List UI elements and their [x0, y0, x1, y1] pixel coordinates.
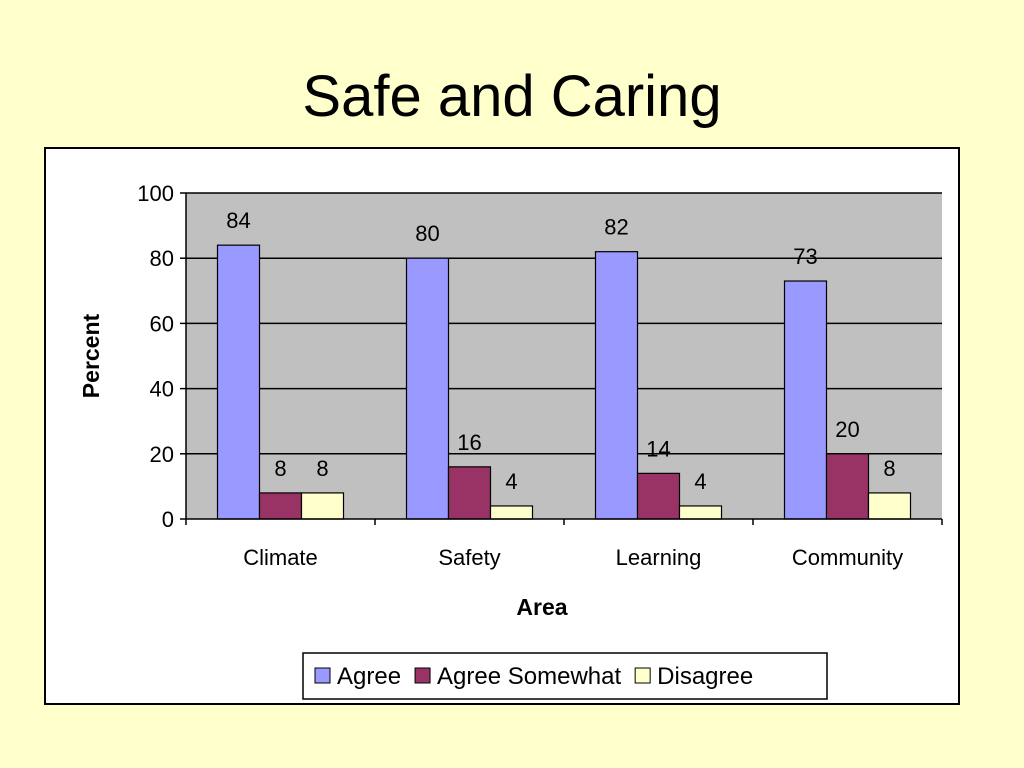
- chart-frame: 84 8 8 80 16 4 82 14 4 73 20 8 0 20 40 60 80 100 Climate…: [44, 147, 960, 705]
- legend-label: Agree Somewhat: [437, 663, 621, 690]
- bar: [825, 453, 870, 520]
- bar: [678, 505, 723, 520]
- x-tick-label: Community: [792, 545, 903, 570]
- legend-swatch: [634, 667, 651, 684]
- legend-label: Agree: [337, 663, 401, 690]
- y-tick-label: 20: [150, 442, 174, 467]
- bar: [867, 492, 912, 520]
- y-tick-label: 0: [162, 507, 174, 532]
- data-label: 8: [883, 456, 895, 481]
- data-label: 8: [274, 456, 286, 481]
- legend-label: Disagree: [657, 663, 753, 690]
- bar: [300, 492, 345, 520]
- bar: [447, 466, 492, 520]
- y-tick-label: 60: [150, 311, 174, 336]
- x-tick-labels: Climate Safety Learning Community: [243, 545, 903, 570]
- bar-chart: 84 8 8 80 16 4 82 14 4 73 20 8 0 20 40 60 80 100 Climate…: [78, 181, 943, 700]
- legend-swatch: [414, 667, 431, 684]
- x-tick-label: Learning: [616, 545, 702, 570]
- bar: [783, 280, 828, 520]
- data-label: 14: [646, 436, 670, 461]
- x-tick-label: Climate: [243, 545, 318, 570]
- x-tick-label: Safety: [438, 545, 500, 570]
- bar: [594, 251, 639, 520]
- bar: [258, 492, 303, 520]
- bars: [216, 244, 912, 520]
- data-labels: 84 8 8 80 16 4 82 14 4 73 20 8: [226, 208, 895, 494]
- y-tick-label: 80: [150, 246, 174, 271]
- data-label: 82: [604, 215, 628, 240]
- legend: Agree Agree Somewhat Disagree: [302, 652, 828, 700]
- data-label: 16: [457, 430, 481, 455]
- bar: [216, 244, 261, 520]
- x-axis-label: Area: [516, 594, 567, 620]
- legend-box: [302, 652, 828, 700]
- y-tick-labels: 0 20 40 60 80 100: [137, 181, 174, 532]
- slide-title: Safe and Caring: [302, 64, 722, 129]
- bar: [636, 472, 681, 520]
- legend-swatch: [314, 667, 331, 684]
- data-label: 8: [316, 456, 328, 481]
- bar: [405, 257, 450, 520]
- data-label: 20: [835, 417, 859, 442]
- data-label: 4: [694, 469, 706, 494]
- y-axis-label: Percent: [78, 313, 104, 398]
- axes: [180, 192, 943, 525]
- data-label: 84: [226, 208, 250, 233]
- y-tick-label: 100: [137, 181, 174, 206]
- data-label: 80: [415, 221, 439, 246]
- data-label: 73: [793, 244, 817, 269]
- y-tick-label: 40: [150, 377, 174, 402]
- bar: [489, 505, 534, 520]
- data-label: 4: [505, 469, 517, 494]
